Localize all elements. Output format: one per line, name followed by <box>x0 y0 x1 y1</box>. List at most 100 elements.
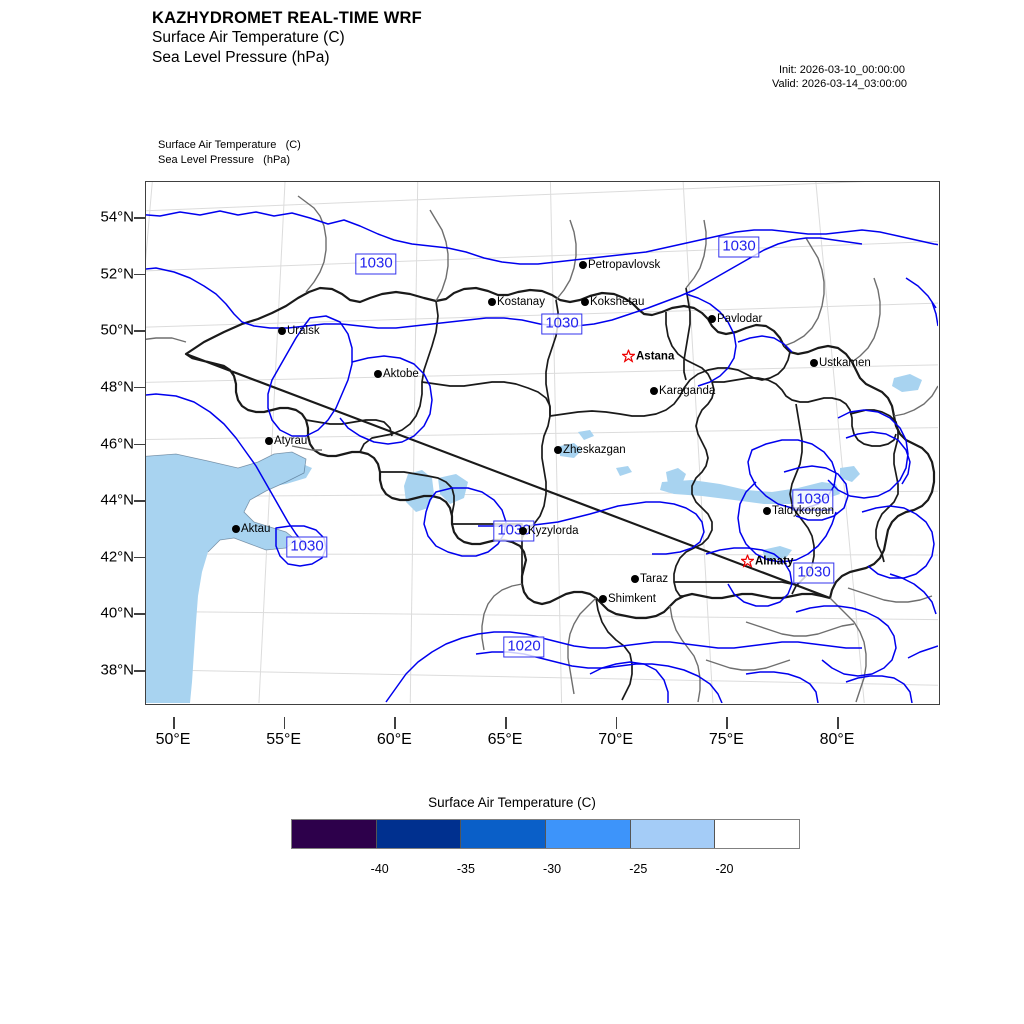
city-label: Atyrau <box>274 435 308 447</box>
city-label: Kostanay <box>497 296 545 308</box>
capital-star-icon <box>620 348 637 363</box>
lat-tick-mark <box>134 386 146 389</box>
colorbar-tick-label--20: -20 <box>715 862 734 876</box>
city-label: Ustkamen <box>819 357 871 369</box>
city-marker-shimkent: Shimkent <box>599 593 656 605</box>
city-marker-kokshetau: Kokshetau <box>581 296 644 308</box>
lat-tick-label-54N: 54°N <box>100 208 134 226</box>
lat-tick-label-46N: 46°N <box>100 435 134 452</box>
contour-label-1020-7: 1020 <box>503 636 545 658</box>
page-title: KAZHYDROMET REAL-TIME WRF <box>152 9 422 27</box>
city-dot-icon <box>708 315 716 323</box>
oblast-borders <box>305 287 899 701</box>
city-marker-almaty: Almaty <box>739 553 793 568</box>
lon-tick-mark <box>505 717 507 729</box>
city-label: Pavlodar <box>717 313 763 325</box>
contour-label-1030-1: 1030 <box>718 236 760 258</box>
colorbar-ticks: -40 -35 -30 -25 -20 <box>291 852 800 876</box>
city-dot-icon <box>519 527 527 535</box>
city-marker-kostanay: Kostanay <box>488 296 545 308</box>
colorbar-tick-label--35: -35 <box>456 862 475 876</box>
colorbar-title: Surface Air Temperature (C) <box>428 795 596 810</box>
map-plot-area[interactable]: 1030 1030 1030 1030 1030 1030 1030 1020 Petropa… <box>145 181 940 705</box>
lat-tick-mark <box>134 556 146 559</box>
city-marker-petropavlovsk: Petropavlovsk <box>579 259 660 271</box>
city-dot-icon <box>232 525 240 533</box>
city-marker-taraz: Taraz <box>631 573 668 585</box>
city-marker-karaganda: Karaganda <box>650 385 715 397</box>
map-canvas: 1030 1030 1030 1030 1030 1030 1030 1020 Petropa… <box>146 182 939 704</box>
lat-tick-label-50N: 50°N <box>100 321 134 339</box>
colorbar-segment-0[interactable] <box>292 820 376 848</box>
colorbar-segment-2[interactable] <box>460 820 546 848</box>
city-dot-icon <box>810 359 818 367</box>
lat-tick-mark <box>134 443 146 445</box>
neighbour-country-borders <box>146 195 938 703</box>
colorbar-segment-3[interactable] <box>545 820 630 848</box>
city-label: Taldykorgan <box>772 505 835 517</box>
lat-tick-mark <box>134 500 146 502</box>
subtitle-pressure: Sea Level Pressure (hPa) <box>152 49 330 66</box>
lon-tick-mark <box>394 717 396 729</box>
latitude-axis: 54°N 52°N 50°N 48°N 46°N 44°N 42°N 40°N 38°N <box>72 181 146 705</box>
city-label: Kyzylorda <box>528 525 579 537</box>
city-dot-icon <box>554 446 562 454</box>
lat-tick-label-48N: 48°N <box>100 378 134 396</box>
city-marker-astana: Astana <box>620 348 675 363</box>
lon-tick-label-65E: 65°E <box>487 731 523 748</box>
lat-tick-mark <box>134 330 146 332</box>
lon-tick-mark <box>173 717 175 729</box>
city-marker-pavlodar: Pavlodar <box>708 313 762 325</box>
city-dot-icon <box>650 387 658 395</box>
pressure-isobars <box>146 210 938 703</box>
contour-label-1030-2: 1030 <box>541 313 583 335</box>
lat-tick-label-38N: 38°N <box>100 661 134 679</box>
colorbar-segment-5[interactable] <box>714 820 800 848</box>
city-marker-zheskazgan: Zheskazgan <box>554 444 626 456</box>
lon-tick-label-55E: 55°E <box>266 731 302 748</box>
city-label: Aktau <box>241 523 271 535</box>
lon-tick-mark <box>283 717 286 729</box>
init-time-label: Init: 2026-03-10_00:00:00 <box>779 64 905 76</box>
city-dot-icon <box>581 298 589 306</box>
lon-tick-mark <box>615 717 618 729</box>
lat-tick-label-42N: 42°N <box>100 548 134 566</box>
city-marker-atyrau: Atyrau <box>265 435 307 447</box>
city-marker-aktobe: Aktobe <box>374 368 419 380</box>
city-dot-icon <box>763 507 771 515</box>
colorbar-tick-label--40: -40 <box>370 862 389 876</box>
city-dot-icon <box>265 437 273 445</box>
lon-tick-label-70E: 70°E <box>598 731 634 748</box>
city-dot-icon <box>599 595 607 603</box>
lon-tick-mark <box>837 717 839 729</box>
city-label: Uralsk <box>287 325 320 337</box>
colorbar-segment-1[interactable] <box>375 820 461 848</box>
colorbar-tick-label--30: -30 <box>543 862 562 876</box>
lon-tick-label-50E: 50°E <box>155 731 191 748</box>
colorbar-segment-4[interactable] <box>629 820 715 848</box>
contour-label-1030-0: 1030 <box>355 253 397 275</box>
lat-tick-mark <box>134 217 146 219</box>
colorbar[interactable] <box>291 819 800 849</box>
city-dot-icon <box>374 370 382 378</box>
contour-label-1030-6: 1030 <box>793 562 835 584</box>
city-label: Zheskazgan <box>563 444 626 456</box>
city-marker-kyzylorda: Kyzylorda <box>519 525 579 537</box>
lat-tick-label-52N: 52°N <box>100 265 134 283</box>
map-caption-line-2: Sea Level Pressure (hPa) <box>158 154 291 166</box>
city-dot-icon <box>631 575 639 583</box>
city-label: Astana <box>636 350 675 362</box>
lat-tick-label-40N: 40°N <box>100 604 134 622</box>
lat-tick-mark <box>134 613 146 615</box>
contour-label-1030-4: 1030 <box>286 536 328 558</box>
city-label: Aktobe <box>383 368 419 380</box>
city-label: Petropavlovsk <box>588 259 661 271</box>
lat-tick-mark <box>134 273 146 276</box>
city-marker-taldykorgan: Taldykorgan <box>763 505 834 517</box>
timestamp-block: Init: 2026-03-10_00:00:00 Valid: 2026-03… <box>772 64 1012 91</box>
city-dot-icon <box>579 261 587 269</box>
city-label: Kokshetau <box>590 296 645 308</box>
lon-tick-label-80E: 80°E <box>819 731 855 748</box>
city-label: Karaganda <box>659 385 716 397</box>
national-border <box>184 286 936 620</box>
